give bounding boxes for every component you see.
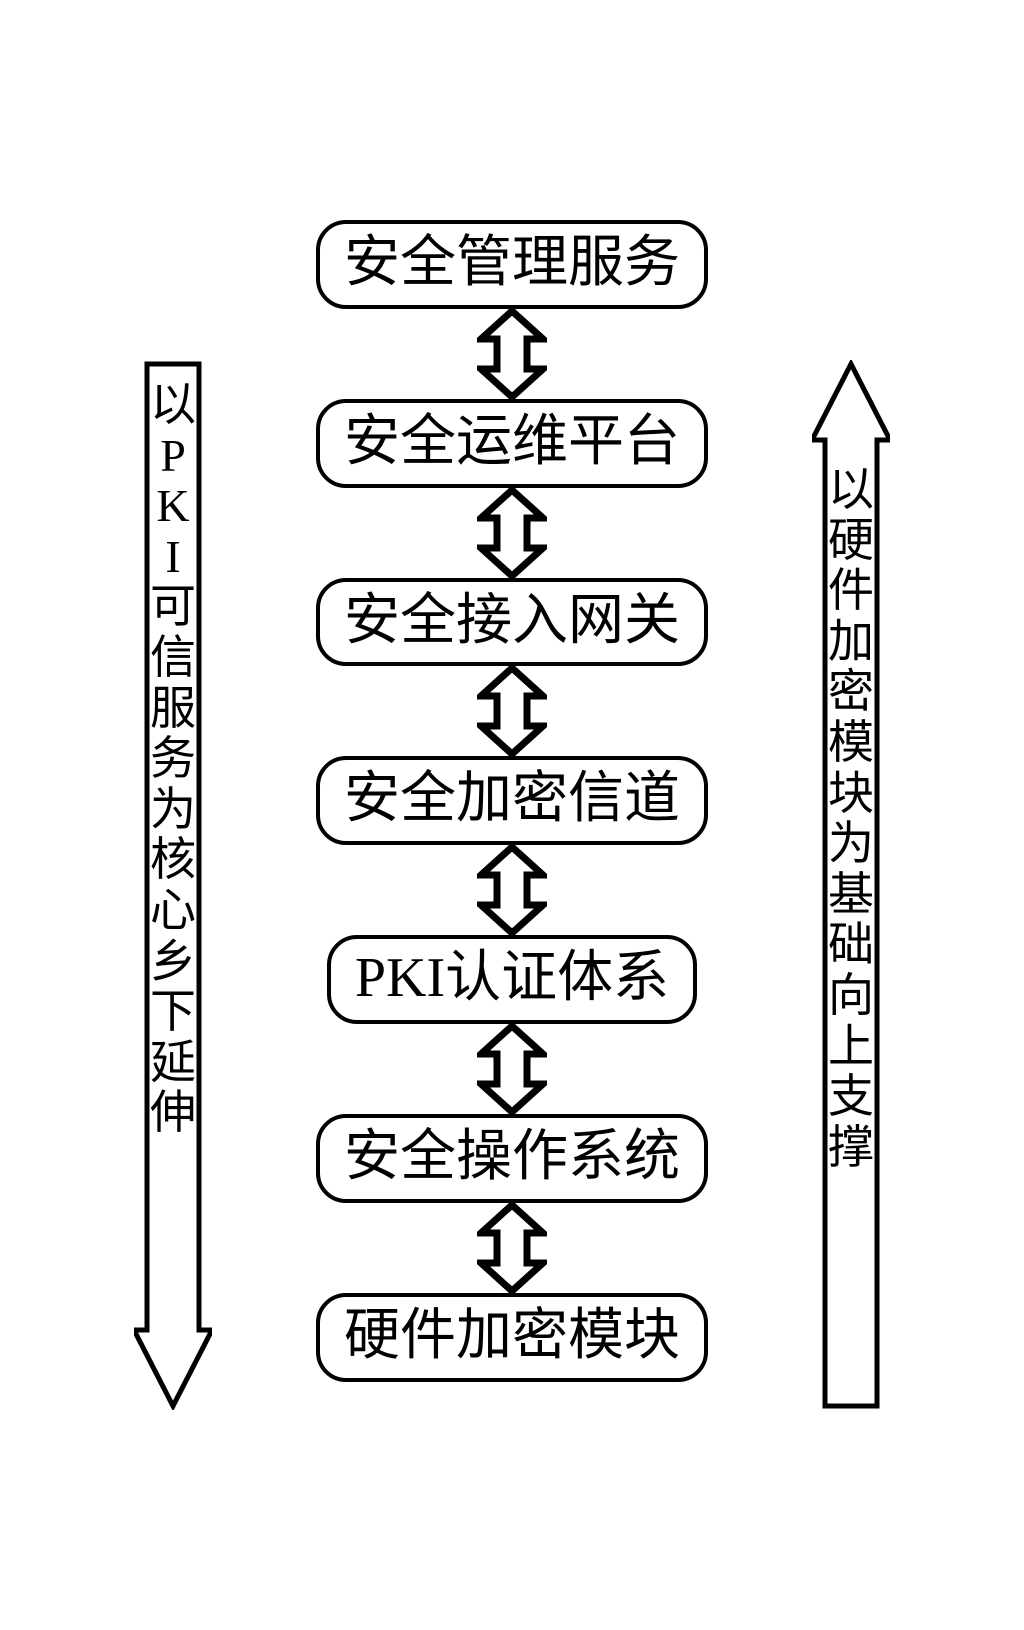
- double-arrow-icon: [477, 309, 547, 399]
- node-hardware-encryption-module: 硬件加密模块: [316, 1293, 708, 1382]
- double-arrow-icon: [477, 1024, 547, 1114]
- left-down-arrow-icon: [134, 360, 212, 1410]
- node-secure-operating-system: 安全操作系统: [316, 1114, 708, 1203]
- left-side-arrow-container: 以 P K I 可 信 服 务 为 核 心 乡 下 延 伸: [134, 220, 212, 1410]
- node-secure-encrypted-channel: 安全加密信道: [316, 756, 708, 845]
- double-arrow-icon: [477, 488, 547, 578]
- node-security-access-gateway: 安全接入网关: [316, 578, 708, 667]
- node-pki-authentication-system: PKI认证体系: [327, 935, 697, 1024]
- right-side-arrow-container: 以 硬 件 加 密 模 块 为 基 础 向 上 支 撑: [812, 220, 890, 1410]
- right-up-arrow-icon: [812, 360, 890, 1410]
- diagram-root: 以 P K I 可 信 服 务 为 核 心 乡 下 延 伸 安全管理服务 安全运…: [134, 220, 890, 1410]
- double-arrow-icon: [477, 845, 547, 935]
- double-arrow-icon: [477, 666, 547, 756]
- node-security-management-service: 安全管理服务: [316, 220, 708, 309]
- double-arrow-icon: [477, 1203, 547, 1293]
- node-security-ops-platform: 安全运维平台: [316, 399, 708, 488]
- center-stack: 安全管理服务 安全运维平台 安全接入网关 安全加密信道 PKI认证体系 安全操作…: [232, 220, 792, 1410]
